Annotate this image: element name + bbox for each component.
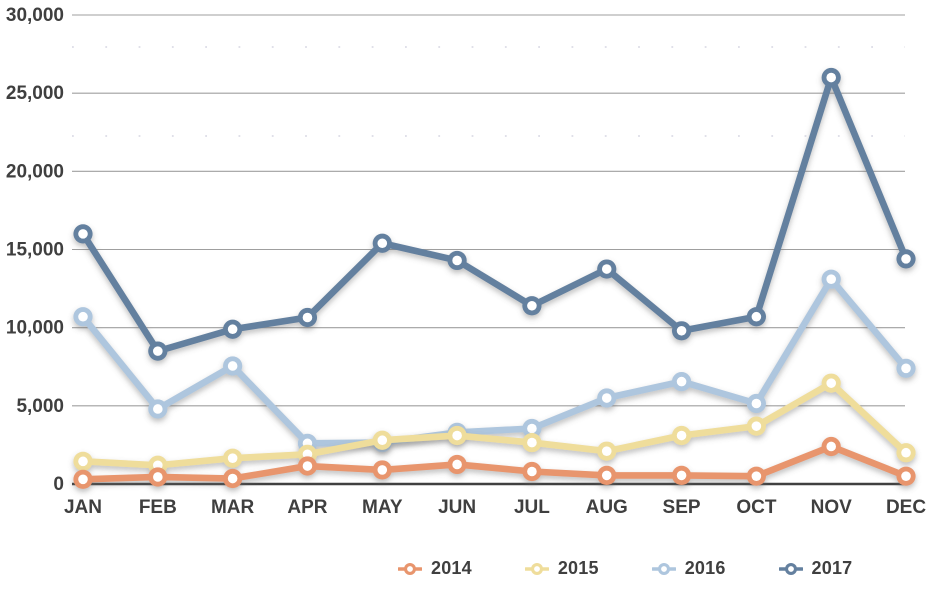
x-axis-month-label: MAY — [362, 497, 403, 518]
data-point-center — [78, 229, 88, 239]
legend-label: 2017 — [811, 558, 853, 578]
data-point-center — [78, 474, 88, 485]
x-axis-month-label: JUN — [438, 497, 476, 518]
legend-marker-icon — [524, 562, 549, 575]
line-chart-svg: 0 5,000 10,000 15,000 20,000 25,000 30,000 JAN F… — [6, 5, 926, 518]
y-axis-tick-label: 15,000 — [6, 240, 64, 261]
data-point-center — [153, 460, 163, 471]
data-point-center — [227, 473, 238, 484]
legend-label: 2016 — [684, 558, 726, 578]
data-point-center — [601, 393, 612, 403]
data-point-center — [452, 459, 462, 470]
data-point-center — [826, 274, 836, 285]
data-point-center — [826, 72, 836, 83]
x-axis-month-label: FEB — [139, 497, 177, 518]
data-point-center — [901, 447, 911, 458]
y-axis-tick-label: 0 — [53, 474, 64, 495]
y-axis-tick-label: 5,000 — [16, 396, 64, 417]
x-axis-month-label: AUG — [586, 497, 628, 518]
data-point-center — [302, 461, 313, 471]
data-point-center — [527, 300, 537, 311]
data-point-center — [377, 465, 388, 475]
legend-item-2017[interactable]: 2017 — [778, 558, 853, 579]
legend-label: 2015 — [557, 558, 599, 578]
data-point-center — [751, 311, 762, 322]
data-point-center — [153, 472, 163, 482]
series-2017 — [73, 67, 916, 361]
data-point-center — [227, 324, 238, 335]
x-axis-month-label: DEC — [886, 497, 926, 518]
series-line-2015 — [79, 379, 910, 469]
data-point-center — [527, 437, 537, 448]
legend-marker-icon — [651, 562, 676, 575]
series-line-2017 — [79, 74, 910, 355]
x-axis-month-label: JAN — [64, 497, 102, 518]
data-point-center — [527, 466, 537, 477]
data-point-center — [601, 470, 612, 481]
data-point-center — [78, 456, 88, 467]
data-point-center — [676, 325, 687, 336]
legend-marker-icon — [778, 562, 803, 575]
data-point-center — [377, 435, 388, 446]
series-2015 — [73, 373, 916, 475]
series-2016 — [73, 269, 916, 453]
data-point-center — [676, 376, 687, 387]
data-point-center — [302, 312, 313, 323]
y-axis-tick-label: 25,000 — [6, 83, 64, 104]
data-point-center — [601, 446, 612, 456]
x-axis-month-label: NOV — [811, 497, 853, 518]
data-point-center — [527, 423, 537, 434]
series-2014 — [73, 436, 916, 489]
data-point-center — [751, 398, 762, 409]
legend-marker-icon — [398, 562, 422, 575]
x-axis-month-label: OCT — [736, 497, 777, 518]
x-axis-month-label: JUL — [514, 497, 550, 518]
data-point-center — [751, 421, 762, 431]
legend-item-2015[interactable]: 2015 — [524, 558, 599, 579]
legend-label: 2014 — [431, 558, 472, 578]
series-line-2016 — [79, 275, 910, 447]
data-point-center — [452, 255, 462, 266]
data-point-center — [826, 378, 836, 388]
data-point-center — [676, 430, 687, 441]
x-axis-month-label: MAR — [211, 497, 255, 518]
data-point-center — [901, 363, 911, 374]
data-point-center — [302, 449, 313, 460]
data-point-center — [227, 453, 238, 464]
data-point-center — [676, 470, 687, 481]
data-point-center — [153, 346, 163, 356]
data-point-center — [452, 430, 462, 441]
x-axis-month-label: APR — [287, 497, 327, 518]
legend-item-2014[interactable]: 2014 — [398, 558, 472, 579]
data-point-center — [227, 361, 238, 371]
y-axis-tick-label: 30,000 — [6, 5, 64, 26]
chart-legend: 2014 2015 2016 2017 — [398, 558, 852, 579]
data-point-center — [901, 471, 911, 481]
x-axis-month-label: SEP — [663, 497, 701, 518]
series-line-2014 — [79, 443, 910, 483]
y-axis-tick-label: 20,000 — [6, 161, 64, 182]
data-point-center — [377, 238, 388, 249]
data-point-center — [78, 311, 88, 322]
legend-item-2016[interactable]: 2016 — [651, 558, 726, 579]
data-point-center — [826, 441, 836, 452]
data-point-center — [601, 264, 612, 274]
data-point-center — [153, 404, 163, 414]
data-point-center — [751, 471, 762, 481]
data-point-center — [901, 254, 911, 264]
y-axis-tick-label: 10,000 — [6, 318, 64, 339]
